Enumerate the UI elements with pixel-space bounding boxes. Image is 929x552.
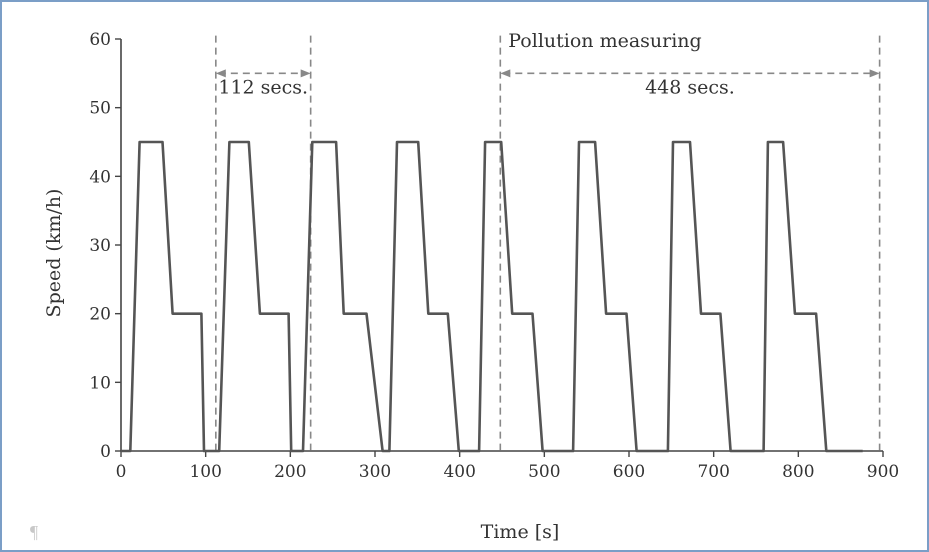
x-tick-label: 300	[359, 462, 391, 482]
annotations: 112 secs. 448 secs. Pollution measuring	[215, 30, 881, 451]
arrowhead-left	[215, 69, 226, 78]
y-axis-label: Speed (km/h)	[43, 189, 65, 318]
arrowhead-right	[300, 69, 311, 78]
y-tick-label: 0	[100, 442, 111, 462]
x-tick-label: 900	[867, 462, 899, 482]
axes	[120, 39, 883, 452]
speed-line	[121, 140, 863, 453]
y-tick-label: 30	[89, 236, 111, 256]
y-tick-label: 60	[89, 30, 111, 50]
arrowhead-left	[500, 69, 511, 78]
x-tick-label: 0	[116, 462, 127, 482]
span-label: 448 secs.	[645, 76, 735, 98]
x-tick-label: 200	[274, 462, 306, 482]
span-label: 112 secs.	[218, 76, 308, 98]
y-tick-label: 10	[89, 373, 111, 393]
y-tick-label: 20	[89, 305, 111, 325]
x-tick-label: 500	[528, 462, 560, 482]
x-tick-label: 100	[189, 462, 221, 482]
pilcrow-mark: ¶	[30, 522, 39, 542]
arrowhead-right	[869, 69, 880, 78]
y-tick-label: 40	[89, 167, 111, 187]
x-axis-label: Time [s]	[481, 521, 560, 543]
series	[121, 140, 863, 453]
x-tick-label: 800	[782, 462, 814, 482]
x-tick-label: 700	[697, 462, 729, 482]
y-tick-label: 50	[89, 99, 111, 119]
section-label: Pollution measuring	[508, 30, 701, 52]
x-tick-label: 400	[443, 462, 475, 482]
x-tick-label: 600	[613, 462, 645, 482]
